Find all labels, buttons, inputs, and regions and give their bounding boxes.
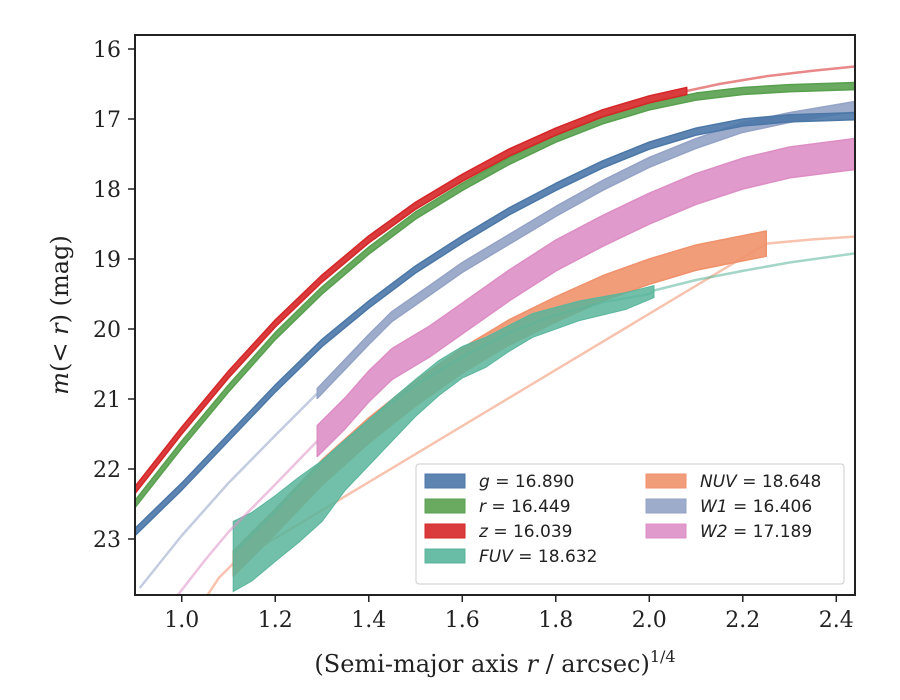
series-r-band: [135, 81, 855, 509]
plot-frame: [134, 34, 856, 596]
plot-area: [135, 65, 855, 595]
legend-swatch-nuv: [645, 473, 687, 489]
x-tick-label: 2.2: [725, 608, 760, 633]
x-tick-label: 2.0: [632, 608, 667, 633]
series-w1-band: [316, 100, 855, 400]
x-tick-label: 2.4: [819, 608, 854, 633]
x-tick-label: 1.4: [351, 608, 386, 633]
x-axis-label: (Semi-major axis r / arcsec)1/4: [314, 647, 675, 678]
series-w1-model-line: [138, 392, 319, 589]
series-z-model-line: [686, 65, 855, 93]
y-tick-label: 22: [93, 458, 121, 483]
legend-swatch-g: [424, 473, 466, 489]
y-tick-label: 19: [93, 248, 121, 273]
legend-label-fuv: FUV = 18.632: [479, 547, 597, 567]
legend-label-w1: W1 = 16.406: [700, 497, 812, 517]
series-w2-model-line: [176, 440, 319, 595]
series-g-band: [135, 111, 855, 537]
y-tick-label: 18: [93, 178, 121, 203]
legend-label-w2: W2 = 17.189: [700, 522, 812, 542]
legend-swatch-z: [424, 523, 466, 539]
legend: g = 16.890 r = 16.449 z = 16.039 FUV = 18.6…: [415, 463, 845, 585]
legend-box: [415, 463, 845, 585]
series-w2-band: [316, 137, 855, 458]
y-axis-label: m(< r) (mag): [46, 235, 74, 395]
legend-swatch-fuv: [424, 548, 466, 564]
legend-label-z: z = 16.039: [478, 522, 572, 542]
x-axis: 1.0 1.2 1.4 1.6 1.8 2.0 2.2 2.4: [164, 595, 854, 633]
y-axis: 16 17 18 19 20 21 22 23: [93, 38, 135, 553]
legend-swatch-r: [424, 498, 466, 514]
series-z-band: [135, 86, 688, 495]
x-tick-label: 1.8: [538, 608, 573, 633]
y-tick-label: 17: [93, 108, 121, 133]
legend-swatch-w2: [645, 523, 687, 539]
y-tick-label: 21: [93, 388, 121, 413]
legend-swatch-w1: [645, 498, 687, 514]
series-fuv-band: [232, 284, 655, 593]
legend-label-nuv: NUV = 18.648: [700, 472, 821, 492]
y-tick-label: 23: [93, 528, 121, 553]
series-nuv-model-line: [205, 235, 855, 595]
y-tick-label: 20: [93, 318, 121, 343]
legend-label-g: g = 16.890: [479, 472, 574, 492]
x-tick-label: 1.2: [258, 608, 293, 633]
x-tick-label: 1.0: [164, 608, 199, 633]
y-tick-label: 16: [93, 38, 121, 63]
legend-label-r: r = 16.449: [479, 497, 571, 517]
x-tick-label: 1.6: [445, 608, 480, 633]
